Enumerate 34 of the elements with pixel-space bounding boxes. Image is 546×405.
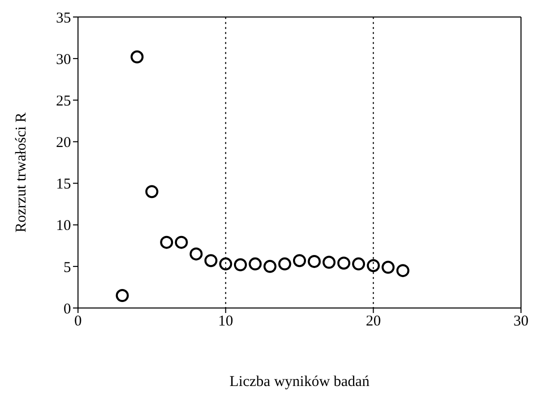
point [130,50,144,64]
y-tick-label: 20 [56,135,71,152]
x-tick-label: 0 [74,314,82,330]
x-tick-label: 10 [218,314,234,330]
y-tick-label: 35 [56,10,71,26]
y-tick-label: 25 [56,93,71,110]
y-tick-label: 30 [56,52,71,68]
point [174,236,188,249]
point [382,260,395,274]
point [366,259,380,272]
point [116,289,129,302]
point [293,254,306,268]
y-axis-title: Rozrzut trwałości R [13,112,30,232]
y-tick-label: 5 [64,260,71,276]
y-tick-label: 10 [56,218,71,234]
point [396,264,410,278]
point [160,236,174,249]
y-tick-label: 0 [64,301,71,318]
point [263,260,276,273]
y-tick-label: 15 [56,176,71,193]
point [204,254,218,268]
x-axis-title: Liczba wyników badań [230,374,370,390]
x-tick-label: 20 [366,314,381,330]
point [234,258,247,272]
point [278,257,292,270]
point [248,257,262,270]
point [322,256,336,269]
x-tick-label: 30 [514,314,528,330]
point [352,257,366,270]
point [145,185,158,198]
point [219,257,232,270]
point [337,256,350,270]
point [190,247,203,260]
point [308,254,321,268]
